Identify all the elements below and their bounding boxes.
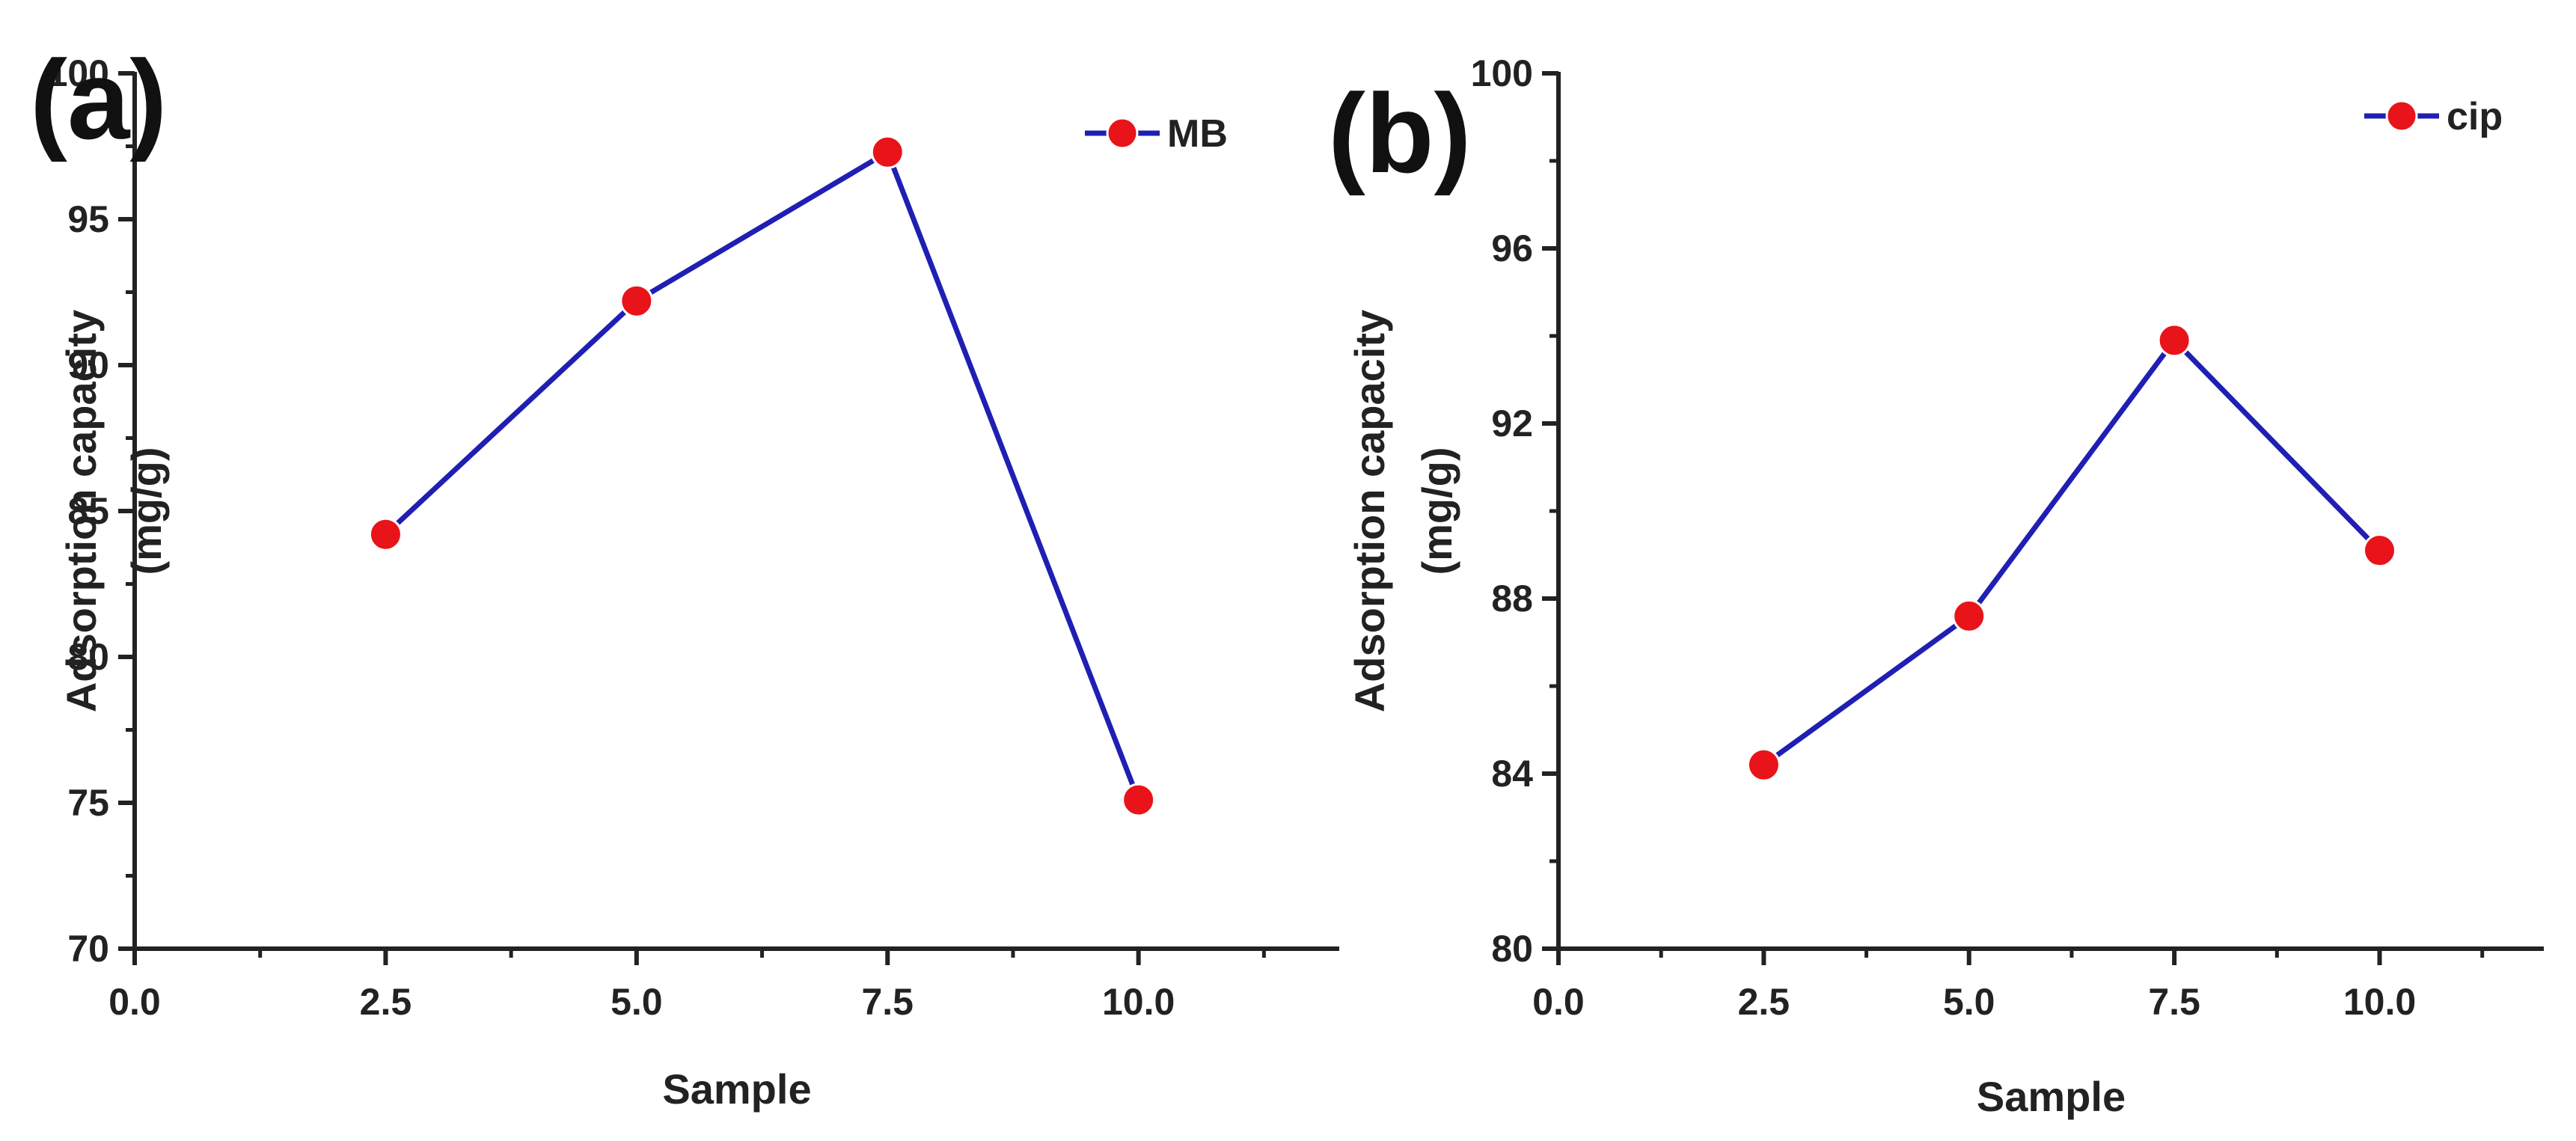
chart-b: 80 84 88 92 96 100 0.0 2.5 5.0 7.5 10.0 Sample Adsor… [1328, 52, 2544, 1120]
y-tick-label: 96 [1491, 227, 1533, 269]
legend-marker [2385, 100, 2418, 132]
y-axis-title-units: (mg/g) [1413, 447, 1460, 575]
chart-a: 70 75 80 85 90 95 100 0.0 2.5 5.0 7.5 10.0 Sample Ads… [30, 37, 1339, 1113]
y-tick-label: 100 [1471, 52, 1533, 94]
series-line-cip [1762, 336, 2382, 768]
y-tick-label: 88 [1491, 578, 1533, 620]
y-tick-label: 80 [1491, 928, 1533, 970]
y-tick-label: 90 [67, 344, 109, 386]
x-tick-label: 10.0 [1102, 981, 1175, 1023]
data-point [1122, 783, 1156, 817]
panel-label: (b) [1328, 70, 1472, 196]
x-axis-title: Sample [1977, 1073, 2126, 1120]
y-tick-label: 85 [67, 490, 109, 532]
data-point [2363, 533, 2396, 568]
legend: cip [2364, 95, 2503, 138]
x-tick-label: 0.0 [1532, 981, 1585, 1023]
legend: MB [1085, 112, 1228, 156]
legend-label: MB [1167, 112, 1228, 156]
legend-marker [1106, 117, 1139, 150]
y-tick-label: 84 [1491, 753, 1533, 795]
panel-label: (a) [30, 37, 167, 162]
y-tick-label: 70 [67, 928, 109, 970]
data-point [368, 517, 403, 551]
y-tick-label: 75 [67, 782, 109, 824]
x-tick-label: 7.5 [861, 981, 914, 1023]
data-point [2157, 323, 2191, 358]
data-point [619, 284, 654, 318]
x-tick-label: 10.0 [2343, 981, 2416, 1023]
y-axis-title: Adsorption capacity [58, 310, 105, 712]
y-tick-label: 100 [47, 52, 109, 94]
y-tick-label: 95 [67, 198, 109, 240]
y-tick-label: 92 [1491, 403, 1533, 444]
x-tick-label: 2.5 [360, 981, 412, 1023]
series-line-mb [384, 148, 1141, 801]
x-tick-label: 0.0 [108, 981, 161, 1023]
legend-label: cip [2447, 95, 2503, 138]
data-point [870, 135, 905, 169]
x-tick-label: 7.5 [2148, 981, 2200, 1023]
x-tick-label: 5.0 [611, 981, 663, 1023]
x-axis-title: Sample [662, 1065, 811, 1113]
y-tick-label: 80 [67, 636, 109, 678]
x-tick-label: 5.0 [1943, 981, 1995, 1023]
data-point [1746, 747, 1781, 782]
data-point [1952, 599, 1986, 633]
x-tick-label: 2.5 [1738, 981, 1790, 1023]
y-axis-title-units: (mg/g) [123, 447, 170, 575]
y-axis-title: Adsorption capacity [1346, 310, 1393, 712]
